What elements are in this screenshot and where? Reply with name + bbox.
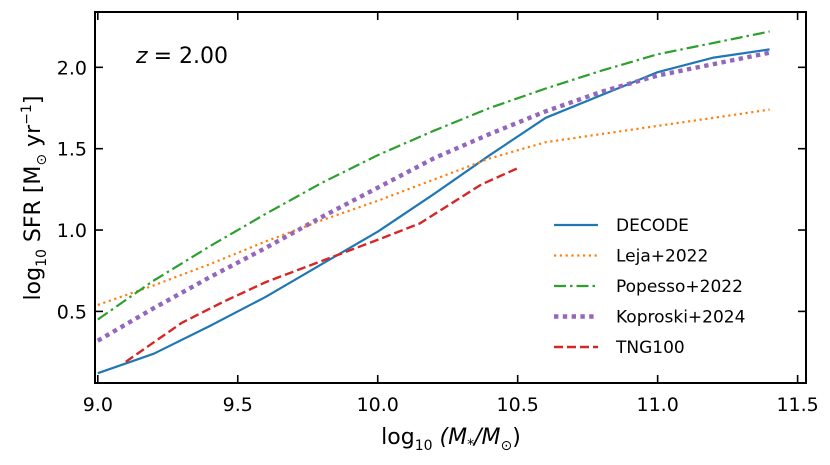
x-title-rest: (M (433, 425, 468, 450)
legend-label-koproski-2024: Koproski+2024 (616, 308, 745, 328)
x-title-log: log (381, 425, 415, 450)
x-tick-label: 9.5 (223, 394, 253, 416)
x-title-close: ) (512, 425, 521, 450)
y-tick-label: 1.5 (57, 139, 87, 161)
x-title-sub: 10 (415, 438, 433, 454)
x-axis-title: log10 (M*/M⊙) (381, 425, 521, 454)
y-title-rest: SFR [M (21, 166, 46, 249)
y-title-close: ] (21, 96, 46, 105)
x-title-slash: /M (472, 425, 500, 450)
plot-frame (94, 11, 807, 384)
y-tick-label: 0.5 (57, 301, 87, 323)
y-title-sup: −1 (19, 104, 35, 125)
y-tick-label: 2.0 (57, 57, 87, 79)
y-tick-label: 1.0 (57, 220, 87, 242)
legend-label-leja-2022: Leja+2022 (616, 247, 708, 267)
legend: DECODE Leja+2022 Popesso+2022 Koproski+2024… (554, 216, 745, 358)
legend-label-tng100: TNG100 (615, 338, 685, 358)
series-line-decode (97, 48, 770, 375)
x-tick-label: 11.5 (776, 394, 818, 416)
y-title-yr: yr (21, 124, 46, 154)
redshift-var: z (135, 44, 148, 69)
series-layer (96, 30, 771, 375)
series-line-leja-2022 (97, 108, 770, 306)
tick-layer: 9.0 9.5 10.0 10.5 11.0 11.5 0.5 1.0 1.5 2.0 (57, 12, 819, 416)
y-title-log: log (21, 267, 46, 301)
x-tick-label: 11.0 (636, 394, 678, 416)
legend-label-decode: DECODE (616, 216, 689, 236)
redshift-value: = 2.00 (154, 44, 228, 69)
series-line-koproski-2024 (96, 50, 771, 343)
x-title-star: * (467, 437, 474, 453)
legend-label-popesso-2022: Popesso+2022 (616, 277, 743, 297)
redshift-annotation: z = 2.00 (135, 44, 228, 69)
x-tick-label: 10.5 (497, 394, 539, 416)
y-title-sub: 10 (34, 249, 50, 267)
x-title-sun: ⊙ (501, 438, 513, 454)
x-tick-label: 9.0 (83, 394, 113, 416)
x-tick-label: 10.0 (357, 394, 399, 416)
y-title-sun: ⊙ (34, 154, 50, 166)
series-line-popesso-2022 (97, 30, 770, 321)
y-axis-title: log10 SFR [M⊙ yr−1] (19, 96, 50, 301)
